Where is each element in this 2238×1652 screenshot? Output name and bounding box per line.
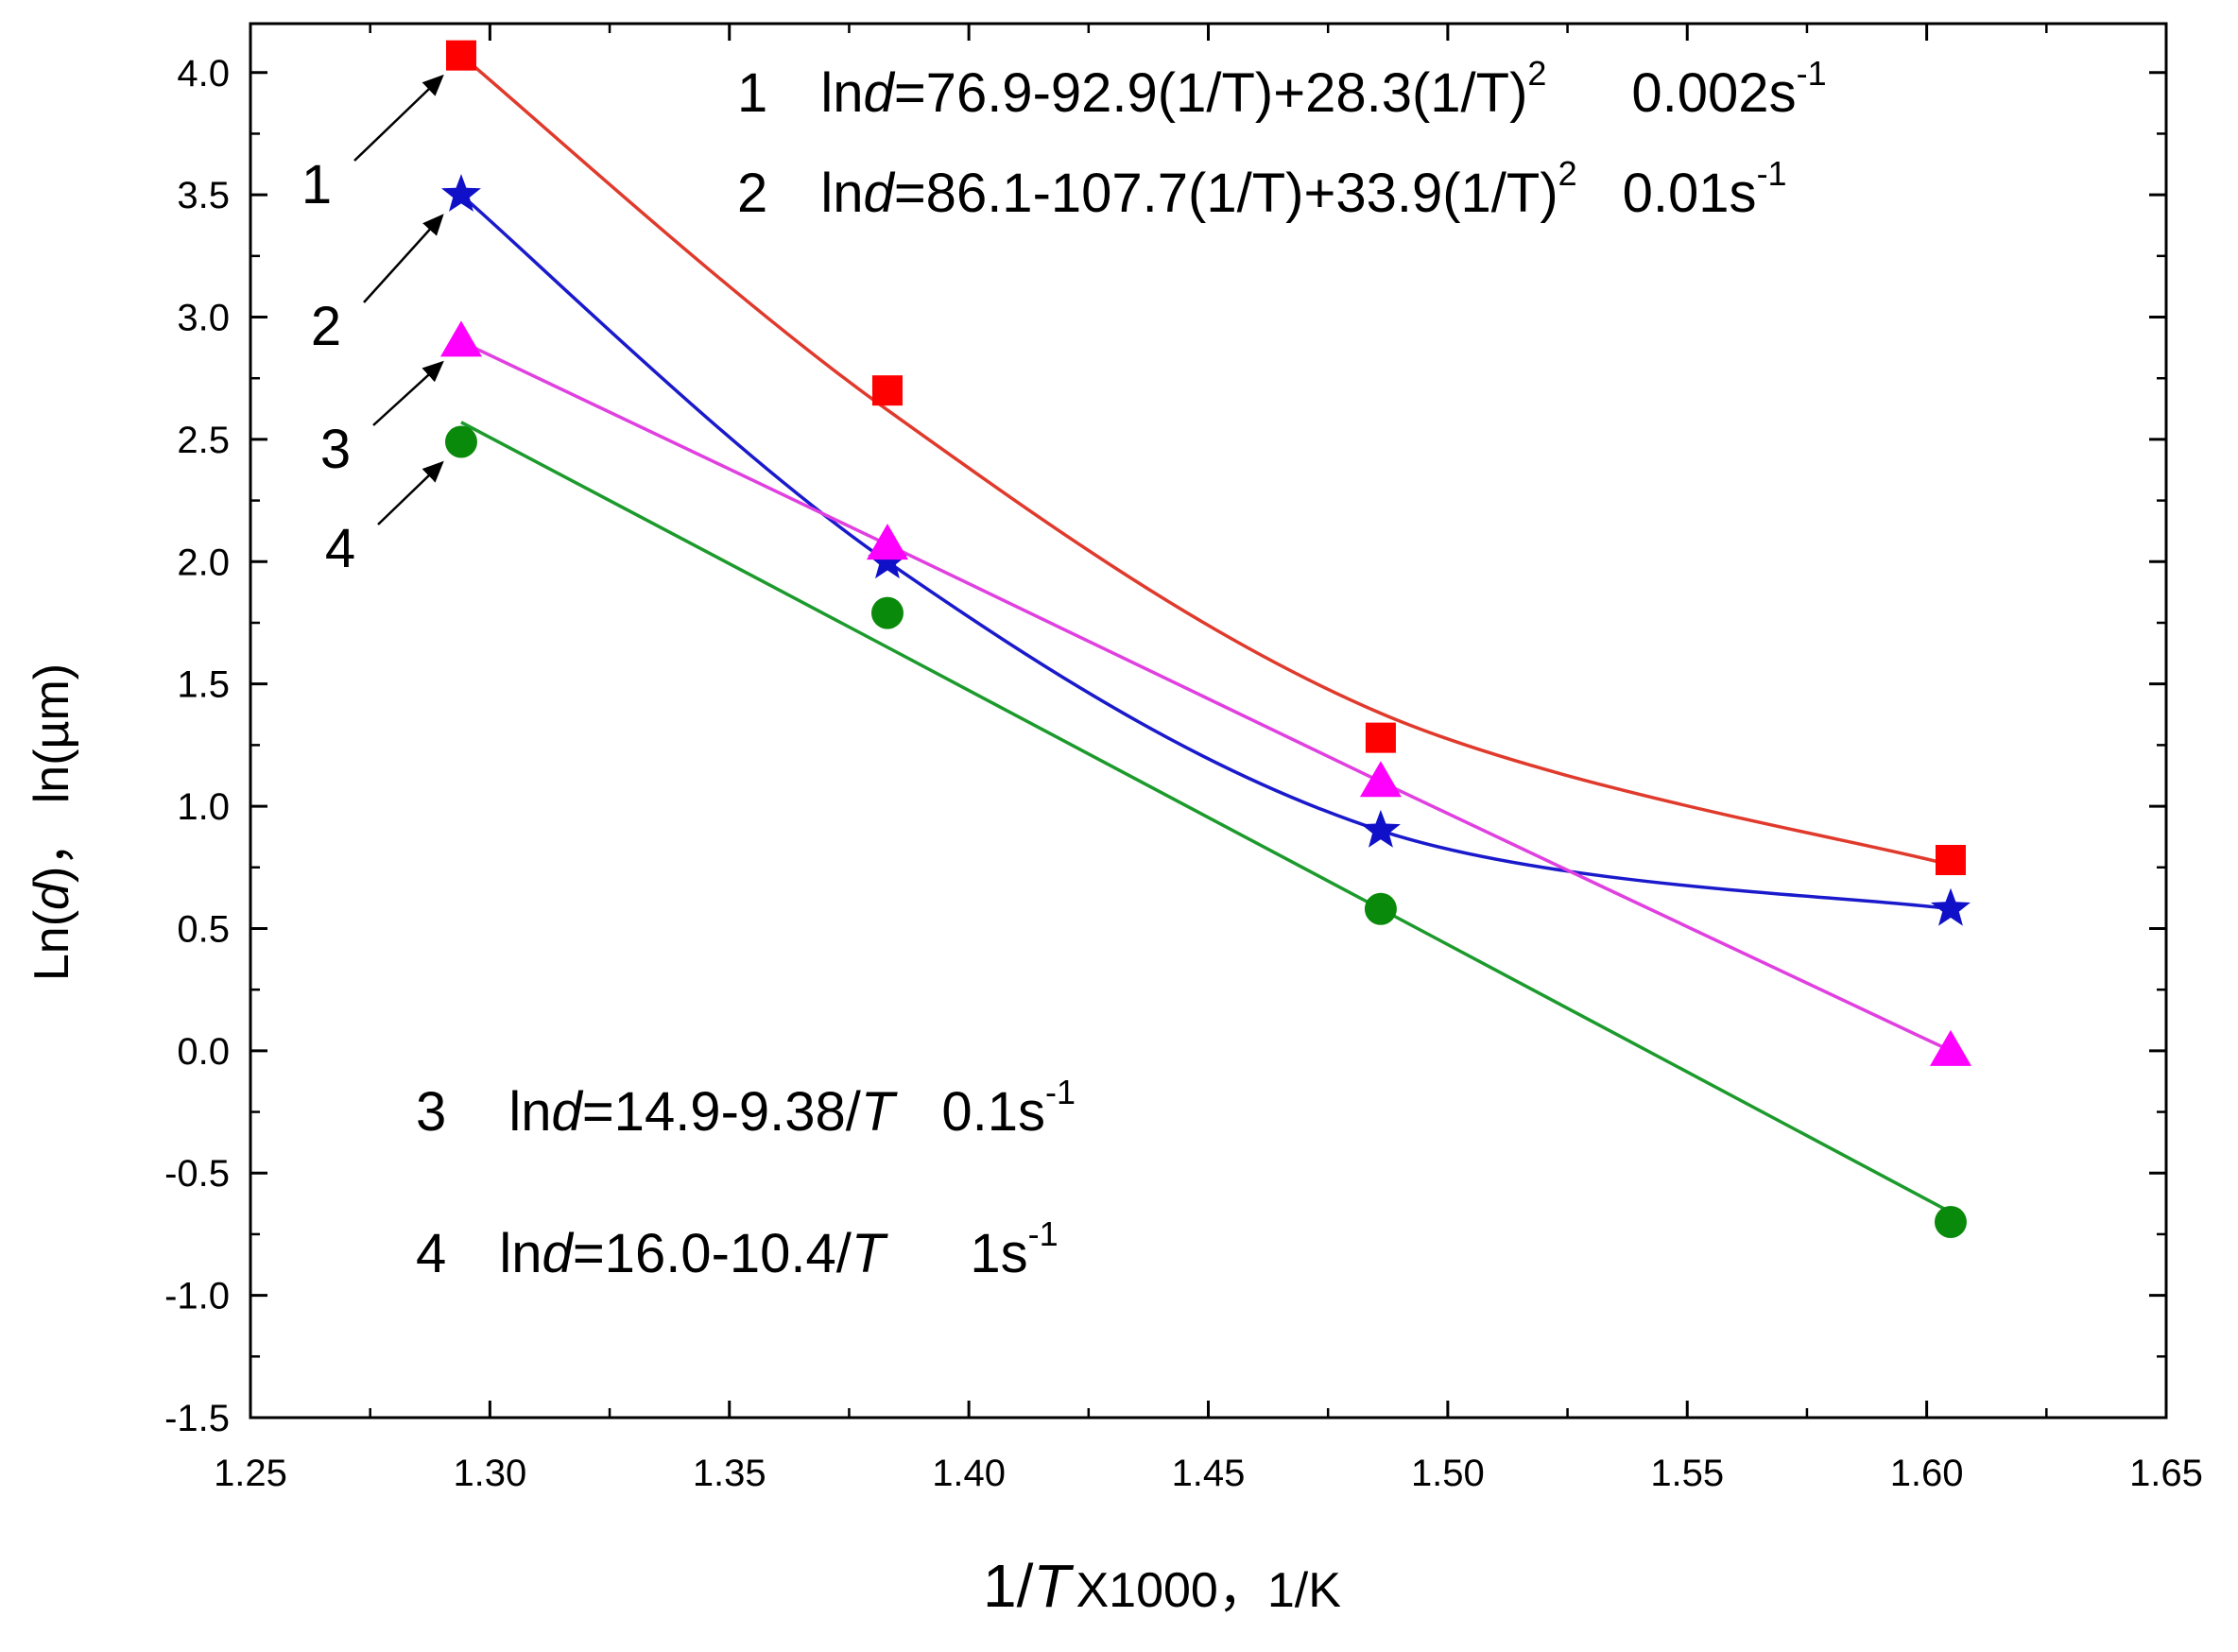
- callout-label-3: 3: [320, 419, 351, 480]
- x-tick-label: 1.45: [1172, 1453, 1246, 1494]
- fit-line-series-3: [460, 339, 1952, 1053]
- equation-4: 4 lnd=16.0-10.4/T 1s-1: [416, 1214, 1059, 1284]
- marker-series-1-point: [445, 40, 476, 71]
- marker-series-2-point: [1931, 887, 1971, 926]
- equation-3-number: 3: [416, 1081, 446, 1143]
- fit-line-series-1: [459, 54, 1952, 867]
- x-tick-label: 1.60: [1890, 1453, 1964, 1494]
- marker-series-4-point: [1934, 1205, 1967, 1238]
- marker-series-3-point: [439, 320, 482, 357]
- callout-arrow-4: [377, 460, 444, 525]
- x-tick-label: 1.40: [932, 1453, 1006, 1494]
- y-tick-label: 1.5: [177, 664, 230, 706]
- y-tick-label: -0.5: [164, 1153, 230, 1195]
- x-axis-title: 1/T X1000，1/K: [983, 1552, 1341, 1620]
- x-tick-label: 1.55: [1650, 1453, 1724, 1494]
- y-tick-label: 2.5: [177, 420, 230, 461]
- plot-frame: [249, 22, 2168, 1420]
- y-axis: -1.5 -1.0 -0.5 0.0 0.5 1.0 1.5 2.0 2.5 3.0 3.5 4.0: [164, 53, 2166, 1439]
- callouts: 1 2 3 4: [301, 74, 444, 579]
- marker-series-1-point: [1365, 722, 1396, 753]
- y-tick-label: 3.5: [177, 175, 230, 216]
- y-tick-label: -1.0: [164, 1276, 230, 1317]
- callout-label-1: 1: [301, 154, 332, 215]
- x-tick-label: 1.30: [453, 1453, 526, 1494]
- callout-label-4: 4: [325, 518, 355, 579]
- x-tick-label: 1.25: [214, 1453, 287, 1494]
- marker-series-2-point: [441, 174, 481, 212]
- y-tick-label: 3.0: [177, 298, 230, 339]
- markers: [439, 40, 1971, 1238]
- equation-2: 2 lnd=86.1-107.7(1/T)+33.9(1/T)2 0.01s-1: [737, 154, 1787, 224]
- plot-border: [249, 22, 2168, 1420]
- callout-arrow-2: [363, 214, 444, 303]
- fit-lines: [459, 54, 1952, 1214]
- marker-series-1-point: [1935, 845, 1966, 875]
- equation-4-number: 4: [416, 1223, 446, 1284]
- y-tick-label: 1.0: [177, 786, 230, 828]
- y-tick-label: 2.0: [177, 542, 230, 583]
- marker-series-2-point: [868, 541, 907, 579]
- fit-line-series-4: [460, 421, 1952, 1214]
- x-tick-label: 1.65: [2129, 1453, 2203, 1494]
- marker-series-3-point: [1359, 761, 1402, 798]
- marker-series-3-point: [866, 524, 908, 560]
- equation-2-number: 2: [737, 163, 767, 224]
- y-tick-label: -1.5: [164, 1398, 230, 1439]
- callout-label-2: 2: [311, 296, 341, 357]
- callout-arrow-3: [372, 360, 444, 426]
- equation-3: 3 lnd=14.9-9.38/T 0.1s-1: [416, 1073, 1076, 1143]
- y-tick-label: 4.0: [177, 53, 230, 95]
- marker-series-4-point: [870, 596, 904, 629]
- equation-1-number: 1: [737, 62, 767, 124]
- equation-1: 1 lnd=76.9-92.9(1/T)+28.3(1/T)2 0.002s-1: [737, 54, 1827, 124]
- fit-line-series-2: [459, 193, 1952, 911]
- marker-series-2-point: [1361, 809, 1401, 848]
- x-tick-label: 1.50: [1411, 1453, 1485, 1494]
- y-axis-title: Ln(d)， ln(µm): [25, 663, 79, 981]
- marker-series-4-point: [1364, 892, 1397, 925]
- x-tick-label: 1.35: [693, 1453, 766, 1494]
- marker-series-1-point: [871, 375, 903, 406]
- marker-series-3-point: [1929, 1029, 1971, 1066]
- marker-series-4-point: [444, 425, 477, 458]
- x-axis: 1.25 1.30 1.35 1.40 1.45 1.50 1.55 1.60 1.65: [214, 24, 2203, 1494]
- y-tick-label: 0.5: [177, 908, 230, 950]
- callout-arrow-1: [353, 74, 444, 162]
- y-tick-label: 0.0: [177, 1031, 230, 1073]
